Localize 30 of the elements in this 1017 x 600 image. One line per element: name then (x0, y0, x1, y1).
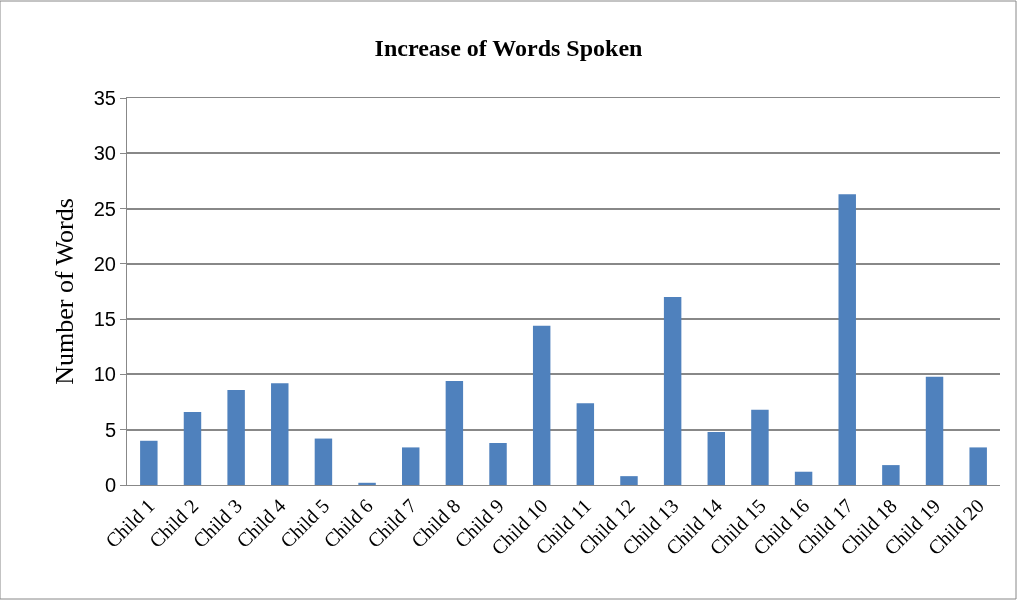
y-tick-label: 25 (93, 197, 116, 220)
y-tick-label: 20 (93, 252, 116, 275)
bar (489, 442, 507, 485)
bar (969, 447, 987, 485)
bar (707, 431, 726, 485)
bar (620, 476, 638, 485)
y-tick-label: 0 (104, 474, 116, 496)
y-axis-title: Number of Words (50, 198, 80, 385)
y-tick-label: 5 (104, 418, 116, 441)
bar (794, 471, 813, 485)
bar (358, 482, 376, 485)
bar (663, 297, 682, 485)
bar (925, 376, 944, 485)
bar (271, 383, 289, 485)
bar (183, 412, 202, 485)
y-tick-label: 15 (93, 308, 116, 331)
y-tick-label: 30 (93, 142, 116, 165)
bar (140, 440, 158, 485)
bar (882, 465, 900, 485)
bar (314, 438, 333, 485)
bar (227, 389, 245, 485)
y-tick-label: 10 (93, 363, 116, 386)
bar (751, 409, 769, 485)
bar (532, 325, 551, 485)
y-tick-label: 35 (93, 87, 116, 109)
bar (402, 447, 420, 485)
bar (445, 381, 464, 485)
chart-title: Increase of Words Spoken (374, 35, 643, 62)
bar (838, 194, 856, 485)
bar (576, 403, 595, 485)
